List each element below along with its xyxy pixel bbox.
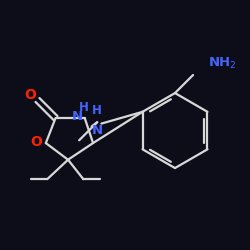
Text: O: O [24,88,36,102]
Text: O: O [30,135,42,149]
Text: N: N [92,124,103,136]
Text: H: H [92,104,102,117]
Text: N: N [72,110,83,123]
Text: H: H [78,101,88,114]
Text: NH$_2$: NH$_2$ [208,56,237,71]
